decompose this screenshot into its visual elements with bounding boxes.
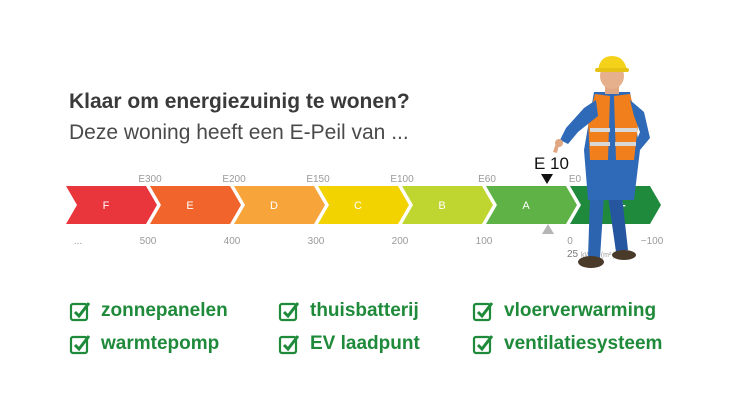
segment-B xyxy=(402,186,493,224)
marker-arrow-down-icon xyxy=(541,174,553,184)
top-tick: E300 xyxy=(138,174,162,185)
bottom-tick: 400 xyxy=(224,236,241,247)
segment-label-D: D xyxy=(270,200,278,212)
marker-arrow-up-icon xyxy=(542,224,554,234)
bottom-tick: 500 xyxy=(140,236,157,247)
bottom-tick: 300 xyxy=(308,236,325,247)
construction-worker-icon xyxy=(553,56,650,268)
page-title: Klaar om energiezuinig te wonen? xyxy=(69,90,410,113)
unit-label: kWh / (m² jaar) xyxy=(581,252,627,259)
bottom-tick: 100 xyxy=(476,236,493,247)
segment-E xyxy=(150,186,241,224)
segment-label-A: A xyxy=(522,200,530,212)
top-tick: E100 xyxy=(390,174,414,185)
bottom-tick: −100 xyxy=(641,236,664,247)
segment-F xyxy=(66,186,157,224)
marker-label: E 10 xyxy=(534,154,569,173)
segment-label-C: C xyxy=(354,200,362,212)
segment-C xyxy=(318,186,409,224)
top-tick: E60 xyxy=(478,174,496,185)
page-subtitle: Deze woning heeft een E-Peil van ... xyxy=(69,121,409,144)
segment-label-B: B xyxy=(438,200,445,212)
bottom-tick: 0 xyxy=(567,236,573,247)
bottom-tick: 200 xyxy=(392,236,409,247)
segment-A xyxy=(486,186,577,224)
unit-value: 25 xyxy=(567,249,579,260)
bottom-tick: ... xyxy=(74,236,82,247)
top-tick: E150 xyxy=(306,174,330,185)
top-tick: E0 xyxy=(569,174,582,185)
segment-label-E: E xyxy=(186,200,193,212)
segment-label-F: F xyxy=(103,200,110,212)
segment-D xyxy=(234,186,325,224)
top-tick: E200 xyxy=(222,174,246,185)
